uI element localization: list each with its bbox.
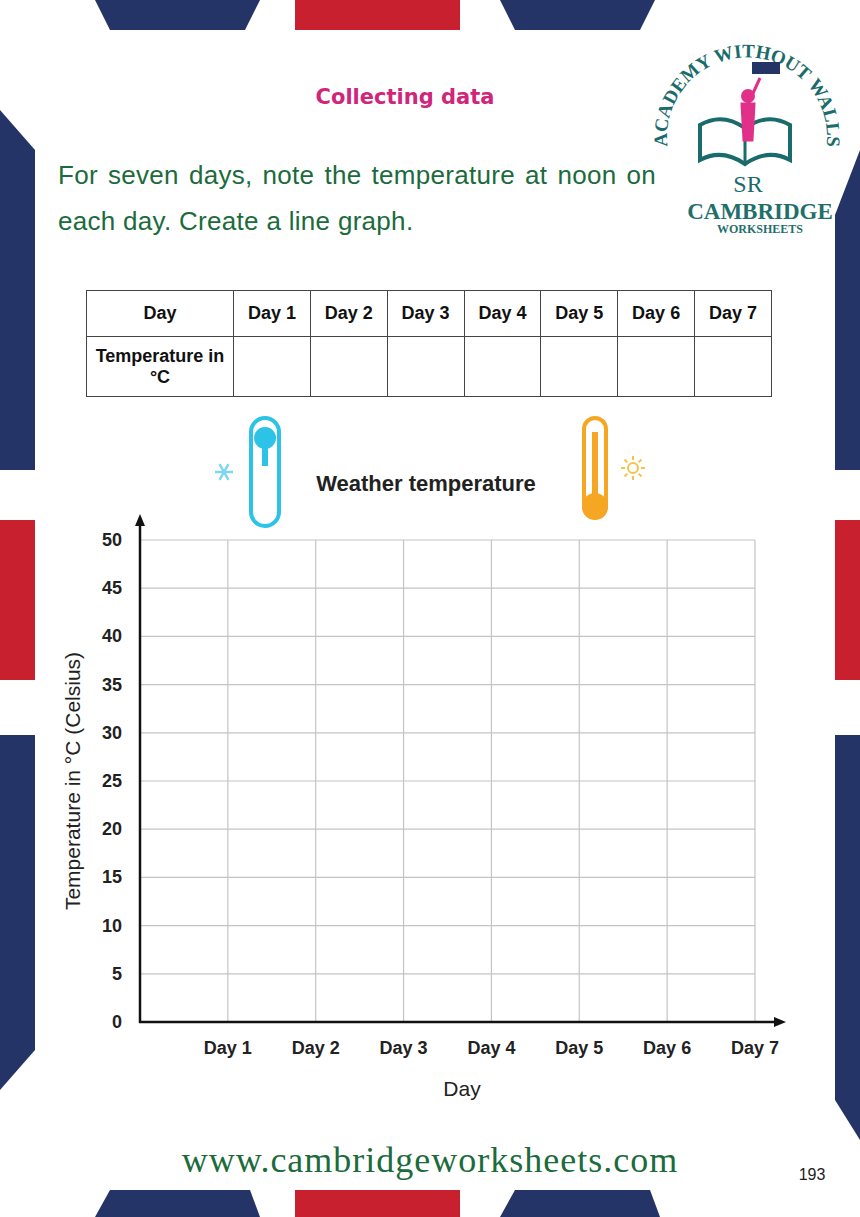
table-row-label: Temperature in °C [87,337,234,397]
x-tick-label: Day 2 [292,1038,340,1058]
logo-subtitle: WORKSHEETS [717,222,803,236]
sun-ray [621,467,625,469]
table-header-cell: Day 1 [234,291,311,337]
y-tick-label: 5 [112,964,122,984]
hot-thermometer-stem [592,432,598,500]
y-tick-label: 15 [102,867,122,887]
frame-band [500,0,655,30]
frame-band [0,735,35,1090]
y-tick-label: 10 [102,916,122,936]
logo-cap [752,62,780,74]
x-axis-title: Day [443,1077,481,1100]
logo-name: CAMBRIDGE [687,199,833,224]
table-header-cell: Day 5 [541,291,618,337]
cold-thermometer-stem [262,440,268,466]
grid-line-y [140,732,755,733]
empty-cell [618,337,695,397]
logo-figure [742,78,760,140]
y-axis [139,522,142,1023]
grid-line-y [140,636,755,637]
x-tick-label: Day 4 [467,1038,515,1058]
frame-band [835,735,860,1140]
grid-line-y [140,829,755,830]
grid-line-x [315,540,316,1022]
y-axis-title: Temperature in °C (Celsius) [61,652,84,910]
logo-initials: SR [733,171,762,197]
table-header-cell: Day 2 [310,291,387,337]
x-tick-label: Day 7 [731,1038,779,1058]
grid-line-x [579,540,580,1022]
sun-ray [625,474,628,477]
frame-band [0,110,35,470]
instruction: For seven days, note the temperature at … [58,152,656,244]
grid-line-y [140,684,755,685]
x-tick-label: Day 5 [555,1038,603,1058]
sun-ray [632,456,634,460]
empty-cell [464,337,541,397]
y-tick-label: 40 [102,626,122,646]
grid-line-y [140,539,755,540]
grid-line-x [403,540,404,1022]
frame-band [835,520,860,680]
page-number: 193 [799,1166,826,1183]
data-table: DayDay 1Day 2Day 3Day 4Day 5Day 6Day 7 Te… [86,290,772,397]
y-tick-label: 50 [102,530,122,550]
frame-band [295,1190,460,1217]
frame-band [295,0,460,30]
cold-thermometer [251,418,279,526]
table-header-cell: Day [87,291,234,337]
grid-line-x [754,540,755,1022]
snowflake [220,464,229,480]
y-tick-label: 20 [102,819,122,839]
grid-line-x [491,540,492,1022]
x-tick-label: Day 6 [643,1038,691,1058]
sun-ray [639,460,642,463]
x-tick-label: Day 3 [380,1038,428,1058]
empty-cell [234,337,311,397]
grid-line-y [140,588,755,589]
sun [628,463,638,473]
grid-line-y [140,780,755,781]
grid [140,540,755,1022]
empty-cell [310,337,387,397]
grid-line-y [140,973,755,974]
thermometer-icons [215,418,645,526]
y-axis-arrow [135,514,145,526]
logo-arc-text: ACADEMY WITHOUT WALLS [650,40,844,147]
grid-line-x [227,540,228,1022]
grid-line-y [140,877,755,878]
empty-cell [541,337,618,397]
empty-cell [695,337,772,397]
table-header-cell: Day 6 [618,291,695,337]
y-tick-label: 30 [102,723,122,743]
y-tick-label: 0 [112,1012,122,1032]
frame-band [835,150,860,470]
sun-ray [641,467,645,469]
frame-band [0,520,35,680]
chart-title: Weather temperature [316,471,536,496]
snowflake [220,464,229,480]
footer-url: www.cambridgeworksheets.com [182,1140,679,1180]
y-tick-label: 25 [102,771,122,791]
empty-cell [387,337,464,397]
sun-ray [625,460,628,463]
frame-band [95,0,260,30]
grid-line-x [667,540,668,1022]
x-axis [139,1021,778,1024]
frame-band [95,1190,260,1217]
grid-line-y [140,925,755,926]
x-tick-label: Day 1 [204,1038,252,1058]
sun-ray [639,474,642,477]
sun-ray [632,476,634,480]
table-header-cell: Day 3 [387,291,464,337]
table-header-cell: Day 7 [695,291,772,337]
y-tick-label: 45 [102,578,122,598]
logo: ACADEMY WITHOUT WALLS SRCAMBRIDGEWORKSHEE… [650,40,844,236]
frame-band [500,1190,660,1217]
y-tick-label: 35 [102,675,122,695]
page-title: Collecting data [316,85,495,109]
table-header-cell: Day 4 [464,291,541,337]
x-axis-arrow [774,1017,786,1027]
